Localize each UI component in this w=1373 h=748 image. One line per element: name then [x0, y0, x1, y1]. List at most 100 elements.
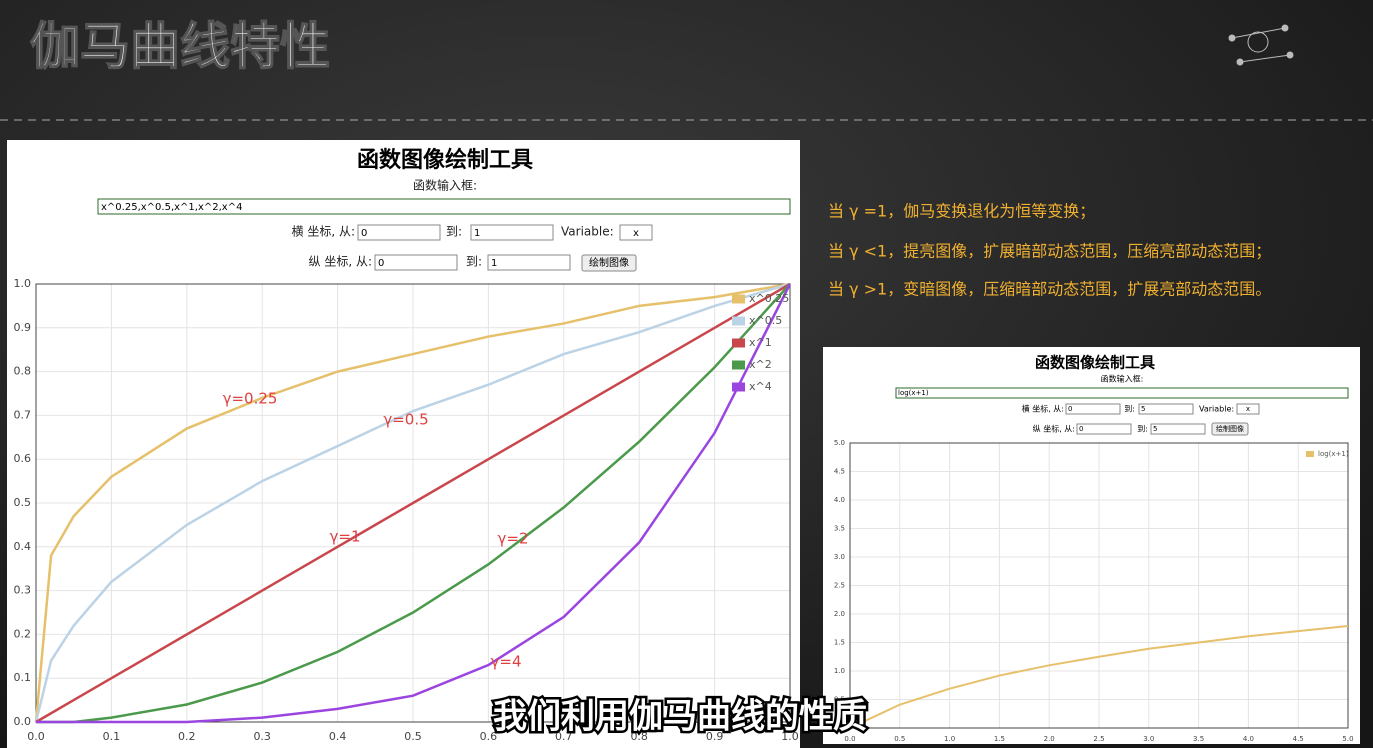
y-from: 0	[378, 258, 384, 269]
y-from-label: 纵 坐标, 从:	[309, 255, 373, 269]
charts: 0.0 0.1 0.2 0.3 0.4 0.5 0.6 0.7 0.8 0.9 1.0 0.0 0.1 0…	[14, 277, 1354, 743]
y-to-input[interactable]	[487, 254, 571, 271]
to-label: 到:	[1137, 425, 1148, 434]
x-tick-label: 5.0	[1342, 735, 1353, 743]
legend-label: x^1	[749, 336, 772, 349]
annotation: γ=2	[498, 530, 529, 548]
logo	[1228, 24, 1294, 66]
x-tick-label: 0.6	[480, 730, 498, 743]
var-label: Variable:	[561, 225, 614, 239]
legend-swatch	[732, 360, 745, 370]
x-tick-label: 2.5	[1093, 735, 1104, 743]
x-tick-label: 0.1	[103, 730, 121, 743]
legend-swatch	[732, 294, 745, 304]
y-tick-label: 1.0	[14, 277, 32, 290]
series-line	[34, 282, 791, 723]
tool-title: 函数图像绘制工具	[1035, 354, 1155, 372]
to-label: 到:	[446, 225, 462, 239]
y-tick-label: 2.0	[834, 610, 845, 618]
y-tick-label: 0.9	[14, 321, 32, 334]
x-tick-label: 0.3	[253, 730, 271, 743]
legend-label: x^2	[749, 358, 772, 371]
y-to: 1	[491, 258, 497, 269]
x-from: 0	[1068, 405, 1072, 413]
y-tick-label: 0.5	[14, 496, 32, 509]
series-line	[34, 282, 791, 723]
y-tick-label: 4.5	[834, 468, 845, 476]
button-label: 绘制图像	[589, 256, 629, 269]
y-tick-label: 5.0	[834, 439, 845, 447]
legend-label: log(x+1)	[1318, 450, 1349, 458]
x-tick-label: 4.5	[1293, 735, 1304, 743]
var: x	[1246, 405, 1250, 413]
annotation: γ=0.5	[383, 411, 428, 429]
legend-label: x^0.5	[749, 314, 782, 327]
x-tick-label: 1.0	[944, 735, 955, 743]
plot-frame	[35, 283, 791, 723]
x-tick-label: 1.0	[781, 730, 799, 743]
to-label: 到:	[466, 255, 482, 269]
note: 当 γ =1，伽马变换退化为恒等变换；	[828, 202, 1095, 221]
y-tick-label: 0.8	[14, 365, 32, 378]
legend-swatch	[732, 338, 745, 348]
legend-label: x^4	[749, 380, 772, 393]
input-label: 函数输入框:	[413, 178, 477, 193]
x-tick-label: 0.7	[555, 730, 573, 743]
x-tick-label: 0.0	[27, 730, 45, 743]
function-input[interactable]	[97, 198, 791, 215]
draw-button[interactable]	[1211, 422, 1249, 436]
x-tick-label: 3.0	[1143, 735, 1154, 743]
y-tick-label: 0.7	[14, 408, 32, 421]
note: 当 γ >1，变暗图像，压缩暗部动态范围，扩展亮部动态范围。	[828, 280, 1271, 299]
annotation: γ=1	[330, 528, 361, 546]
series-line	[36, 283, 792, 724]
var-input[interactable]	[1236, 403, 1260, 415]
x-tick-label: 0.5	[894, 735, 905, 743]
y-tick-label: 0.3	[14, 584, 32, 597]
y-tick-label: 1.0	[834, 667, 845, 675]
x-from: 0	[361, 228, 367, 239]
var-input[interactable]	[619, 224, 653, 241]
legend-label: x^0.25	[749, 292, 789, 305]
x-to-input[interactable]	[1138, 403, 1194, 415]
function-input[interactable]	[895, 387, 1349, 399]
var: x	[633, 228, 639, 239]
y-to-input[interactable]	[1150, 423, 1206, 435]
to-label: 到:	[1124, 405, 1135, 414]
button-label: 绘制图像	[1216, 424, 1244, 433]
x-from-input[interactable]	[357, 224, 441, 241]
y-tick-label: 0.4	[14, 540, 32, 553]
x-from-input[interactable]	[1065, 403, 1121, 415]
var-label: Variable:	[1199, 405, 1234, 414]
y-tick-label: 2.5	[834, 582, 845, 590]
series-line	[849, 624, 1349, 729]
x-tick-label: 0.5	[404, 730, 422, 743]
y-tick-label: 0.0	[834, 724, 845, 732]
y-from-input[interactable]	[374, 254, 458, 271]
series-line	[35, 282, 791, 724]
y-tick-label: 4.0	[834, 496, 845, 504]
x-tick-label: 3.5	[1193, 735, 1204, 743]
x-tick-label: 1.5	[994, 735, 1005, 743]
panel	[7, 140, 800, 748]
y-tick-label: 1.5	[834, 639, 845, 647]
input-label: 函数输入框:	[1101, 374, 1144, 384]
y-tick-label: 0.0	[14, 715, 32, 728]
y-from-input[interactable]	[1076, 423, 1132, 435]
y-tick-label: 0.6	[14, 452, 32, 465]
input-value: log(x+1)	[898, 389, 929, 397]
note: 当 γ <1，提亮图像，扩展暗部动态范围，压缩亮部动态范围；	[828, 242, 1271, 261]
legend-swatch	[732, 316, 745, 326]
draw-button[interactable]	[581, 254, 637, 272]
x-tick-label: 0.0	[844, 735, 855, 743]
x-tick-label: 0.9	[706, 730, 724, 743]
y-from: 0	[1079, 425, 1083, 433]
y-tick-label: 0.2	[14, 627, 32, 640]
legend-swatch	[732, 382, 745, 392]
x-to-input[interactable]	[470, 224, 554, 241]
x-from-label: 横 坐标, 从:	[292, 225, 356, 239]
y-tick-label: 0.1	[14, 671, 32, 684]
annotation: γ=4	[491, 653, 522, 671]
x-tick-label: 2.0	[1044, 735, 1055, 743]
